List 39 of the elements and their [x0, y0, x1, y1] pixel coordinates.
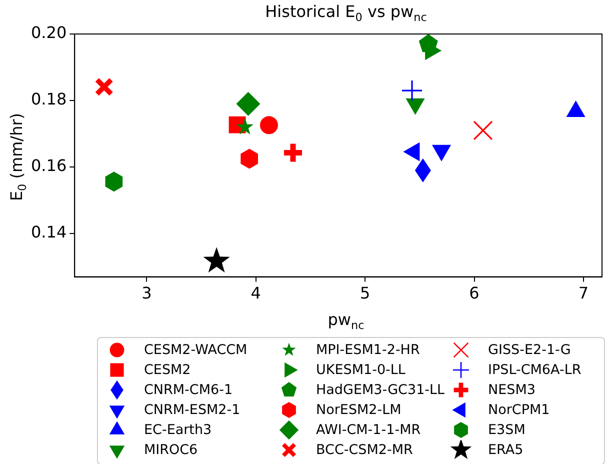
x-tick-label: 4: [250, 284, 261, 303]
legend-label: NorCPM1: [488, 402, 550, 418]
legend-label: UKESM1-0-LL: [316, 362, 406, 378]
legend-label: NESM3: [488, 382, 536, 398]
legend-label: IPSL-CM6A-LR: [488, 362, 582, 378]
point: [240, 148, 258, 169]
legend-label: GISS-E2-1-G: [488, 342, 571, 358]
y-tick-label: 0.14: [31, 222, 67, 242]
point: [473, 120, 493, 140]
point: [401, 80, 423, 102]
point: [105, 172, 123, 192]
point: [418, 34, 438, 52]
y-tick-label: 0.16: [31, 156, 67, 176]
legend-label: ERA5: [488, 442, 524, 458]
legend-label: E3SM: [488, 422, 526, 438]
x-tick-label: 5: [360, 284, 370, 303]
legend-label: BCC-CSM2-MR: [316, 442, 413, 458]
x-tick-label: 3: [142, 284, 152, 303]
legend-label: CNRM-CM6-1: [144, 382, 233, 398]
legend-label: MIROC6: [144, 442, 198, 458]
legend-label: CESM2-WACCM: [144, 342, 248, 358]
point: [236, 92, 260, 116]
point: [236, 118, 254, 134]
x-tick-label: 7: [578, 284, 589, 303]
chart-title: Historical E$_{0}$ vs pw$_{nc}$: [264, 2, 428, 24]
legend-label: CNRM-ESM2-1: [144, 402, 240, 418]
legend-label: NorESM2-LM: [316, 402, 402, 418]
legend-label: EC-Earth3: [144, 422, 212, 438]
legend-label: AWI-CM-1-1-MR: [316, 422, 421, 438]
point: [94, 77, 114, 96]
y-tick-label: 0.18: [31, 90, 67, 109]
legend-label: CESM2: [144, 362, 191, 378]
x-tick-label: 6: [469, 284, 480, 303]
legend-label: HadGEM3-GC31-LL: [316, 382, 445, 398]
point: [203, 247, 230, 272]
legend-label: MPI-ESM1-2-HR: [316, 342, 420, 358]
x-axis-title: pw$_{nc}$: [326, 310, 366, 332]
point: [260, 116, 278, 134]
y-tick-label: 0.20: [31, 23, 67, 42]
